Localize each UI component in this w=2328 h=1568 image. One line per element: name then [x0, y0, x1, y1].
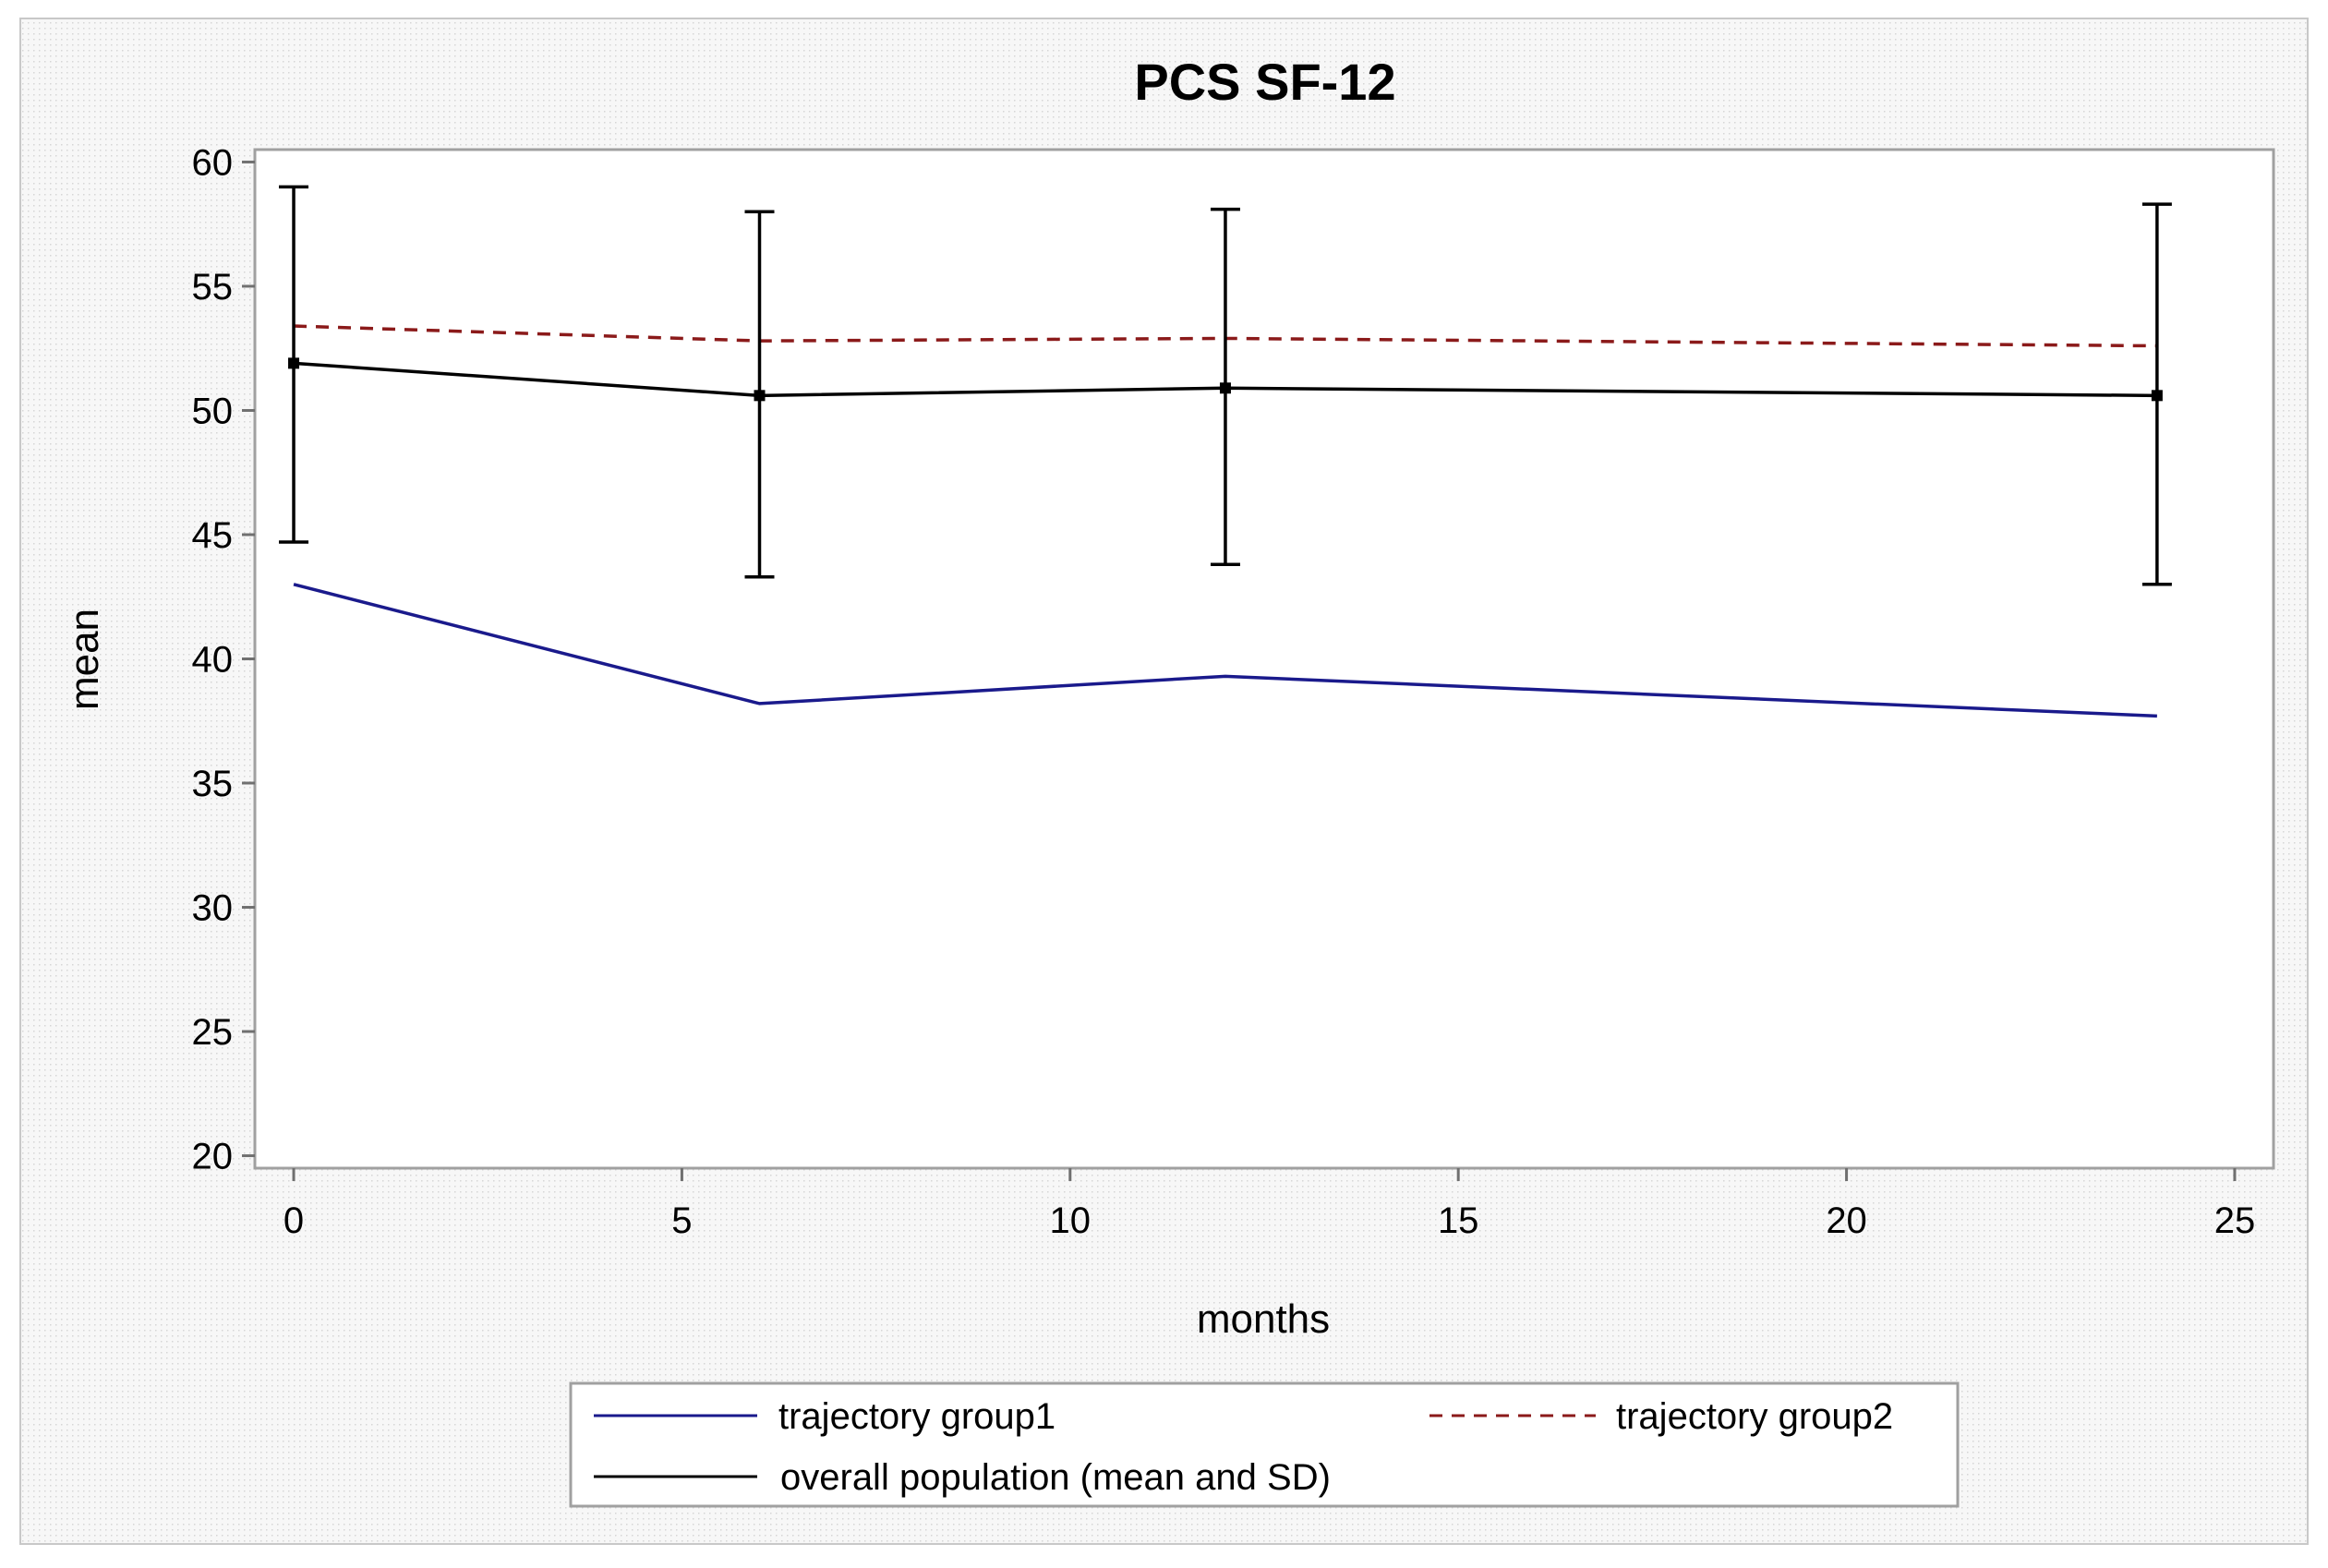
- y-tick-label-30: 30: [192, 888, 234, 929]
- data-point-overall-population-mean-and-sd-3: [2151, 390, 2163, 402]
- y-tick-label-20: 20: [192, 1137, 234, 1177]
- x-tick-label-15: 15: [1438, 1200, 1479, 1241]
- x-tick-label-25: 25: [2214, 1200, 2256, 1241]
- legend-box: [569, 1381, 1960, 1508]
- y-tick-label-40: 40: [192, 640, 234, 681]
- x-tick-label-10: 10: [1050, 1200, 1092, 1241]
- x-axis: 0 5 10 15 20 25: [283, 1168, 2255, 1241]
- series-line-trajectory-group1: [293, 583, 2157, 718]
- data-point-overall-population-mean-and-sd-1: [754, 390, 766, 402]
- chart-title: PCS SF-12: [1134, 53, 1395, 111]
- y-tick-label-45: 45: [192, 515, 234, 556]
- series-trajectory-group2: [293, 324, 2157, 348]
- y-tick-label-25: 25: [192, 1012, 234, 1053]
- x-tick-label-0: 0: [283, 1200, 304, 1241]
- legend-label-overall-population: overall population (mean and SD): [780, 1457, 1331, 1498]
- x-tick-label-20: 20: [1826, 1200, 1867, 1241]
- data-point-overall-population-mean-and-sd-2: [1219, 382, 1231, 394]
- y-axis: 20 25 30 35 40 45 50 55 60: [192, 142, 255, 1177]
- x-axis-label: months: [1197, 1297, 1330, 1342]
- y-axis-label: mean: [62, 609, 107, 710]
- plot-area: [253, 148, 2275, 1170]
- series-trajectory-group1: [293, 583, 2157, 718]
- series-line-trajectory-group2: [293, 324, 2157, 348]
- legend-label-trajectory-group2: trajectory group2: [1616, 1396, 1893, 1437]
- series-layer: [279, 185, 2172, 718]
- series-overall-population-mean-and-sd: [279, 185, 2172, 586]
- series-line-overall-population-mean-and-sd: [293, 361, 2157, 398]
- y-tick-label-55: 55: [192, 267, 234, 308]
- y-tick-label-60: 60: [192, 142, 234, 183]
- x-tick-label-5: 5: [671, 1200, 692, 1241]
- y-tick-label-35: 35: [192, 764, 234, 804]
- legend-label-trajectory-group1: trajectory group1: [778, 1396, 1055, 1437]
- data-point-overall-population-mean-and-sd-0: [288, 357, 300, 369]
- y-tick-label-50: 50: [192, 391, 234, 431]
- legend: trajectory group1 trajectory group2 over…: [569, 1381, 1960, 1508]
